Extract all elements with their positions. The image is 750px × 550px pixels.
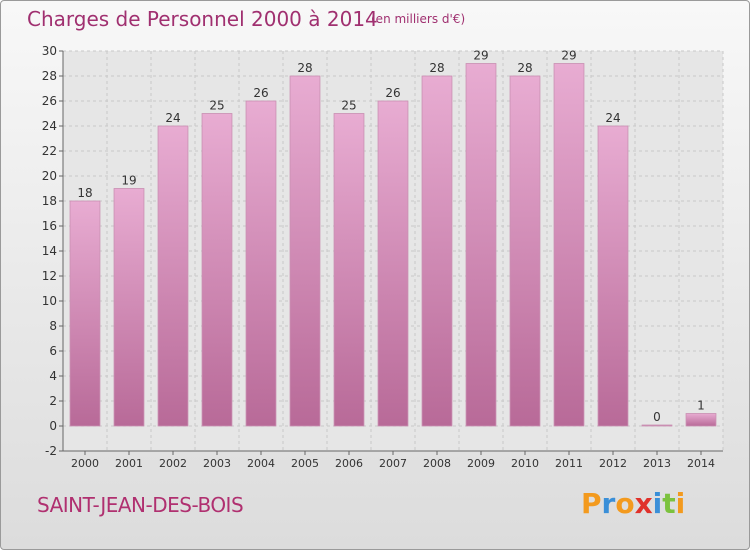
y-tick-label: 22 [42,144,57,158]
bar-value-label: 18 [77,186,92,200]
y-tick-label: 4 [49,369,57,383]
y-tick-label: 28 [42,69,57,83]
x-tick-label: 2007 [379,457,407,470]
bar [69,200,101,427]
bar [245,100,277,427]
logo-letter: t [662,487,676,520]
bar-value-label: 26 [253,86,268,100]
bar [113,188,145,427]
y-tick-label: 16 [42,219,57,233]
y-tick-label: 14 [42,244,57,258]
x-tick-label: 2003 [203,457,231,470]
bar [553,63,585,427]
bar [157,125,189,427]
bar-value-label: 24 [605,111,620,125]
bar [333,113,365,427]
x-tick-label: 2009 [467,457,495,470]
logo-letter: r [601,487,616,520]
bar [641,424,673,427]
y-tick-label: 18 [42,194,57,208]
bar [377,100,409,427]
logo-letter: i [652,487,663,520]
chart-subtitle: (en milliers d'€) [371,12,466,26]
bar [597,125,629,427]
bar-value-label: 29 [561,49,576,63]
bar-value-label: 26 [385,86,400,100]
x-tick-label: 2005 [291,457,319,470]
x-tick-label: 2002 [159,457,187,470]
bar-value-label: 28 [297,61,312,75]
chart-title: Charges de Personnel 2000 à 2014 [27,7,378,31]
x-tick-label: 2000 [71,457,99,470]
bar-value-label: 0 [653,410,661,424]
x-tick-label: 2011 [555,457,583,470]
y-tick-label: 12 [42,269,57,283]
bar [421,75,453,427]
y-tick-label: 0 [49,419,57,433]
place-name: SAINT-JEAN-DES-BOIS [37,493,244,517]
y-tick-label: 20 [42,169,57,183]
x-tick-label: 2012 [599,457,627,470]
x-tick-label: 2010 [511,457,539,470]
bar-value-label: 28 [429,61,444,75]
y-tick-label: 30 [42,44,57,58]
bar-value-label: 19 [121,174,136,188]
bar-value-label: 1 [697,399,705,413]
x-tick-label: 2004 [247,457,275,470]
bar [201,113,233,427]
bar [289,75,321,427]
logo-letter: P [581,487,602,520]
y-tick-label: 8 [49,319,57,333]
x-tick-label: 2006 [335,457,363,470]
logo-letter: i [675,487,686,520]
x-tick-label: 2001 [115,457,143,470]
bar-value-label: 28 [517,61,532,75]
x-tick-label: 2008 [423,457,451,470]
y-tick-label: 26 [42,94,57,108]
bar [509,75,541,427]
y-tick-label: -2 [45,444,57,458]
bar-value-label: 24 [165,111,180,125]
bar [465,63,497,427]
x-tick-label: 2013 [643,457,671,470]
y-tick-label: 10 [42,294,57,308]
bar-value-label: 25 [209,99,224,113]
logo-letter: o [615,487,635,520]
bar-value-label: 29 [473,49,488,63]
y-tick-label: 6 [49,344,57,358]
x-tick-label: 2014 [687,457,715,470]
y-tick-label: 24 [42,119,57,133]
bar [685,413,717,427]
proxiti-logo[interactable]: Proxiti [581,487,685,520]
logo-letter: x [634,487,653,520]
bar-value-label: 25 [341,99,356,113]
y-tick-label: 2 [49,394,57,408]
